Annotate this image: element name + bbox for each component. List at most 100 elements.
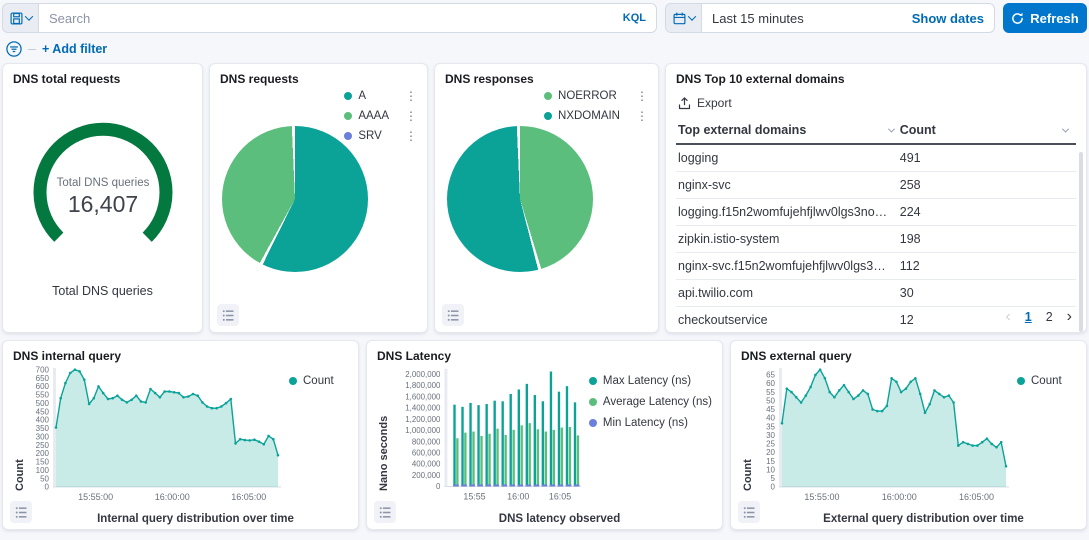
legend-more-icon[interactable]: ⋮ [405, 129, 417, 143]
table-row[interactable]: logging 491 [676, 145, 1076, 172]
x-axis-title: DNS latency observed [498, 513, 621, 525]
svg-text:1,600,000: 1,600,000 [405, 392, 441, 401]
kql-button[interactable]: KQL [622, 12, 646, 24]
show-dates-button[interactable]: Show dates [911, 10, 984, 26]
legend-dot-icon [544, 112, 553, 120]
table-row[interactable]: api.twilio.com 30 [676, 280, 1076, 307]
search-bar: KQL [38, 3, 657, 33]
dashboard-top-row: DNS total requests Total DNS queries 16,… [2, 63, 1087, 333]
legend-item[interactable]: Count [289, 375, 334, 387]
legend-toggle-button[interactable] [374, 501, 396, 523]
pie-chart-dns-requests[interactable] [222, 126, 368, 272]
legend-label: Count [303, 375, 334, 387]
filter-settings-icon[interactable] [6, 41, 22, 57]
legend-toggle-button[interactable] [10, 501, 32, 523]
column-header-domains[interactable]: Top external domains [678, 123, 900, 137]
refresh-button[interactable]: Refresh [1003, 3, 1087, 33]
svg-text:1,400,000: 1,400,000 [405, 404, 441, 413]
legend-item[interactable]: Count [1017, 375, 1062, 387]
legend-item[interactable]: AAAA ⋮ [344, 110, 417, 122]
pie-chart-dns-responses[interactable] [447, 126, 593, 272]
prev-page-button[interactable]: ‹ [1005, 308, 1011, 325]
column-header-count[interactable]: Count [900, 123, 1074, 137]
x-axis-title: Internal query distribution over time [97, 513, 294, 525]
legend-dot-icon [588, 398, 597, 406]
legend-item[interactable]: A ⋮ [344, 90, 417, 102]
legend: Count [1013, 363, 1062, 511]
y-axis-title: Nano seconds [378, 415, 390, 491]
svg-text:65: 65 [766, 371, 775, 380]
legend-dot-icon [344, 132, 353, 140]
gauge-wrap: Total DNS queries 16,407 Total DNS queri… [13, 86, 192, 324]
x-axis-title: External query distribution over time [823, 513, 1024, 525]
legend: A ⋮ AAAA ⋮ SRV ⋮ [344, 90, 417, 150]
svg-text:350: 350 [36, 424, 50, 433]
list-icon [379, 506, 390, 518]
legend-more-icon[interactable]: ⋮ [636, 109, 648, 123]
svg-text:600: 600 [36, 382, 50, 391]
next-page-button[interactable]: › [1066, 308, 1072, 325]
svg-text:700: 700 [36, 365, 50, 374]
search-input[interactable] [49, 10, 615, 26]
cell-count: 112 [899, 259, 920, 273]
legend-item[interactable]: NOERROR ⋮ [544, 90, 648, 102]
chart-body: Count 0 50 100 150 200 250 300 350 400 450 500 550 6… [13, 363, 348, 511]
table-row[interactable]: logging.f15n2womfujehfjlwv0lgs3nog.... 22… [676, 199, 1076, 226]
calendar-icon [672, 12, 686, 24]
gauge-center-label: Total DNS queries [56, 177, 149, 189]
chart-body: Nano seconds 0 200,000 400,000 600,000 800,0… [377, 363, 712, 511]
chevron-down-icon [24, 12, 33, 21]
area-chart-internal-query[interactable]: 0501001502002503003504004505005506006507… [27, 363, 285, 509]
legend-label: A [358, 90, 366, 102]
svg-text:550: 550 [36, 391, 50, 400]
legend-item[interactable]: Min Latency (ns) [588, 417, 712, 429]
svg-text:35: 35 [766, 422, 775, 431]
cell-count: 12 [899, 313, 914, 327]
calendar-button[interactable] [666, 4, 702, 32]
svg-text:25: 25 [766, 440, 775, 449]
refresh-label: Refresh [1030, 10, 1079, 26]
legend-more-icon[interactable]: ⋮ [405, 109, 417, 123]
legend-item[interactable]: SRV ⋮ [344, 130, 417, 142]
svg-text:15: 15 [766, 457, 775, 466]
legend-more-icon[interactable]: ⋮ [405, 89, 417, 103]
legend-more-icon[interactable]: ⋮ [636, 89, 648, 103]
list-icon [743, 506, 754, 518]
bar-chart-dns-latency[interactable]: 0 200,000 400,000 600,000 800,000 1,000,000 1,… [391, 363, 585, 509]
legend-toggle-button[interactable] [217, 304, 239, 326]
svg-text:10: 10 [766, 465, 775, 474]
legend-toggle-button[interactable] [442, 304, 464, 326]
y-axis-title: Count [742, 459, 754, 491]
legend-item[interactable]: Max Latency (ns) [588, 375, 712, 387]
time-range-value[interactable]: Last 15 minutes [712, 10, 804, 26]
sort-chevron-icon[interactable] [887, 125, 895, 133]
saved-query-button[interactable] [2, 3, 38, 33]
svg-text:16:00: 16:00 [507, 491, 529, 501]
table-row[interactable]: checkoutservice 12 [676, 307, 1076, 332]
table-row[interactable]: zipkin.istio-system 198 [676, 226, 1076, 253]
cell-domain: logging.f15n2womfujehfjlwv0lgs3nog.... [678, 205, 896, 219]
scrollbar[interactable] [1079, 152, 1083, 332]
legend-item[interactable]: NXDOMAIN ⋮ [544, 110, 648, 122]
gauge-caption: Total DNS queries [52, 284, 153, 298]
page-button[interactable]: 2 [1045, 310, 1053, 324]
sort-chevron-icon[interactable] [1061, 125, 1070, 133]
add-filter-button[interactable]: + Add filter [42, 42, 108, 56]
svg-text:200,000: 200,000 [412, 471, 441, 480]
cell-domain: logging [678, 151, 719, 165]
svg-text:45: 45 [766, 405, 775, 414]
export-button[interactable]: Export [678, 96, 1076, 110]
svg-text:16:05:00: 16:05:00 [959, 492, 994, 502]
table-row[interactable]: nginx-svc 258 [676, 172, 1076, 199]
legend-label: Min Latency (ns) [602, 417, 688, 429]
page-button[interactable]: 1 [1024, 310, 1032, 324]
filter-bar: + Add filter [6, 39, 1087, 59]
legend-item[interactable]: Average Latency (ns) [588, 396, 712, 408]
svg-text:1,200,000: 1,200,000 [405, 415, 441, 424]
legend-toggle-button[interactable] [738, 501, 760, 523]
table-row[interactable]: nginx-svc.f15n2womfujehfjlwv0lgs3no... 11… [676, 253, 1076, 280]
svg-text:400,000: 400,000 [412, 460, 441, 469]
export-label: Export [697, 96, 732, 110]
cell-count: 30 [899, 286, 914, 300]
